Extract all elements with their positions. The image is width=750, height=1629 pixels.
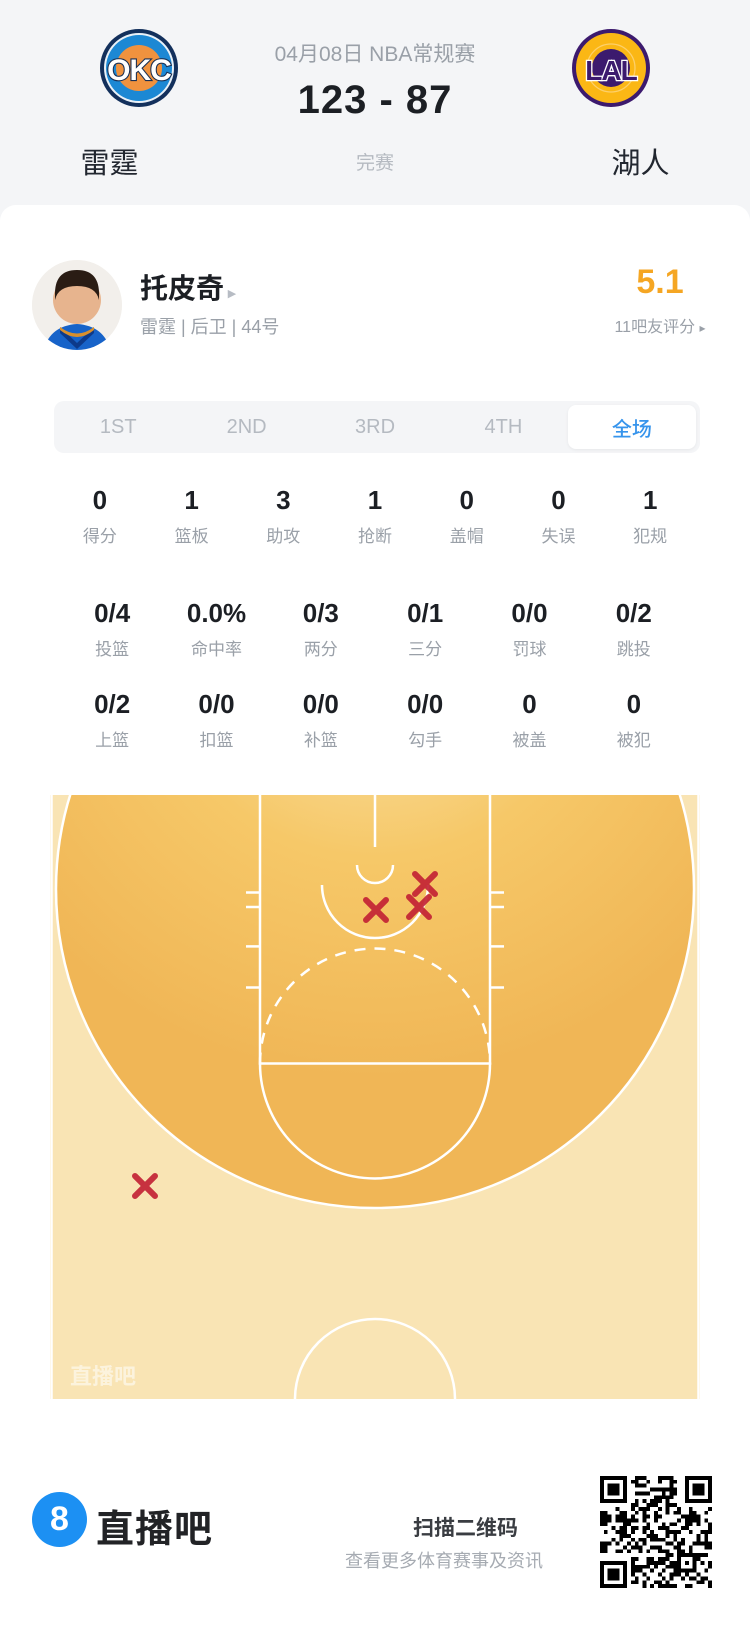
svg-text:8: 8 <box>50 1500 69 1538</box>
svg-text:OKC: OKC <box>107 54 171 87</box>
svg-text:LAL: LAL <box>585 55 637 86</box>
svg-text:直播吧: 直播吧 <box>70 1364 136 1389</box>
